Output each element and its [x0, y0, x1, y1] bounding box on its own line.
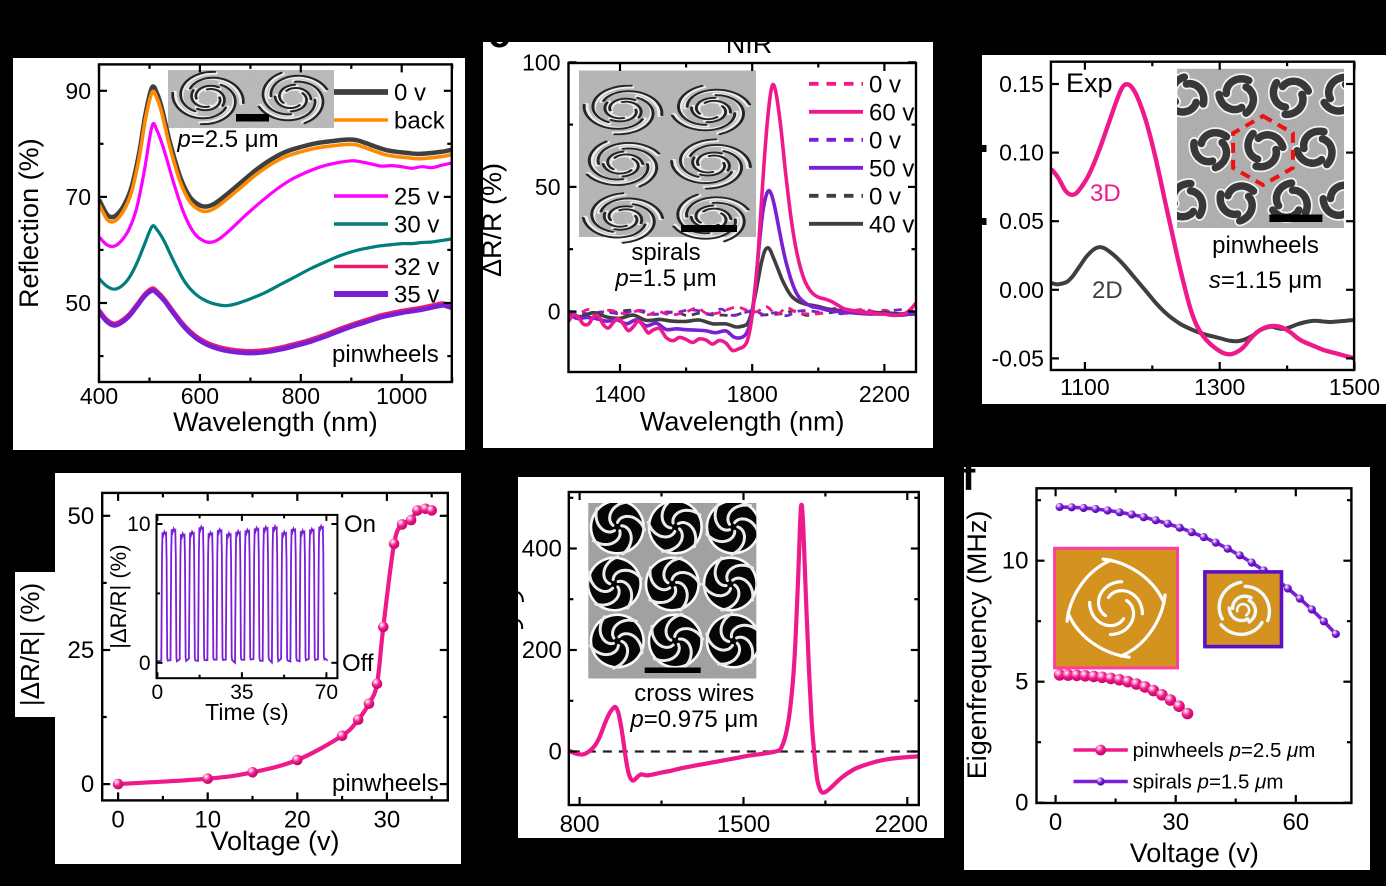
svg-text:p=0.975 μm: p=0.975 μm — [629, 706, 758, 733]
svg-text:back: back — [394, 108, 446, 135]
svg-text:0.10: 0.10 — [999, 140, 1044, 166]
svg-text:50 v: 50 v — [869, 155, 914, 182]
svg-text:0: 0 — [1049, 809, 1062, 836]
svg-text:3D: 3D — [1090, 180, 1121, 207]
svg-text:30 v: 30 v — [394, 212, 439, 239]
svg-text:1500: 1500 — [716, 811, 769, 838]
svg-text:spirals: spirals — [631, 239, 700, 266]
svg-text:600: 600 — [181, 383, 219, 409]
svg-text:10: 10 — [194, 806, 221, 833]
svg-text:25 v: 25 v — [394, 184, 439, 211]
svg-text:|ΔR/R| (%): |ΔR/R| (%) — [15, 583, 45, 706]
svg-text:0: 0 — [1015, 790, 1028, 817]
svg-text:10: 10 — [1002, 548, 1029, 575]
svg-text:pinwheels: pinwheels — [1212, 232, 1319, 259]
svg-text:0: 0 — [139, 652, 151, 675]
svg-text:|ΔR/R| (%): |ΔR/R| (%) — [106, 544, 131, 648]
svg-text:1300: 1300 — [1194, 374, 1245, 400]
svg-text:0: 0 — [81, 771, 94, 798]
svg-text:Exp: Exp — [1066, 68, 1113, 98]
svg-text:35 v: 35 v — [394, 282, 439, 309]
svg-text:c: c — [488, 42, 510, 56]
svg-text:pinwheels p=2.5 μm: pinwheels p=2.5 μm — [1133, 739, 1316, 762]
svg-text:10: 10 — [127, 513, 150, 536]
svg-text:0: 0 — [548, 299, 561, 325]
svg-text:32 v: 32 v — [394, 254, 439, 281]
svg-text:30: 30 — [374, 806, 401, 833]
svg-text:50: 50 — [65, 290, 91, 316]
svg-text:800: 800 — [559, 811, 599, 838]
svg-text:p=2.5 μm: p=2.5 μm — [176, 126, 278, 153]
svg-text:0 v: 0 v — [394, 80, 426, 107]
svg-text:50: 50 — [67, 503, 94, 530]
svg-text:25: 25 — [67, 637, 94, 664]
svg-text:Time (s): Time (s) — [205, 699, 288, 725]
svg-text:800: 800 — [282, 383, 320, 409]
svg-text:70: 70 — [65, 184, 91, 210]
svg-text:cross wires: cross wires — [634, 680, 754, 707]
svg-text:1100: 1100 — [1060, 374, 1109, 400]
svg-text:Off: Off — [342, 650, 374, 677]
svg-text:400: 400 — [521, 536, 561, 563]
svg-text:60 v: 60 v — [869, 99, 914, 126]
svg-text:f: f — [964, 467, 976, 499]
svg-text:p=1.5 μm: p=1.5 μm — [614, 265, 716, 292]
svg-text:pinwheels: pinwheels — [332, 770, 439, 797]
svg-text:-0.05: -0.05 — [991, 345, 1043, 371]
svg-text:Wavelength (nm): Wavelength (nm) — [640, 407, 845, 437]
svg-text:0 v: 0 v — [869, 183, 901, 210]
svg-text:NIR: NIR — [726, 42, 773, 59]
svg-text:Eigenfrequency (MHz): Eigenfrequency (MHz) — [964, 511, 992, 780]
svg-text:1500: 1500 — [1329, 374, 1380, 400]
svg-text:35: 35 — [230, 681, 253, 704]
svg-text:Voltage (v): Voltage (v) — [210, 826, 339, 856]
svg-text:0.15: 0.15 — [999, 71, 1044, 97]
svg-text:pinwheels: pinwheels — [332, 341, 439, 368]
svg-text:0: 0 — [548, 739, 561, 766]
svg-text:ΔR/R (%): ΔR/R (%) — [483, 163, 507, 277]
svg-text:50: 50 — [535, 174, 561, 200]
svg-text:0: 0 — [111, 806, 124, 833]
svg-text:30: 30 — [1162, 809, 1189, 836]
svg-text:Voltage (v): Voltage (v) — [1130, 838, 1259, 868]
svg-text:90: 90 — [65, 78, 91, 104]
svg-text:200: 200 — [521, 637, 561, 664]
svg-text:s=1.15 μm: s=1.15 μm — [1209, 267, 1322, 294]
svg-text:2200: 2200 — [874, 811, 927, 838]
svg-text:20: 20 — [284, 806, 311, 833]
svg-text:1400: 1400 — [594, 381, 645, 407]
svg-text:spirals p=1.5 μm: spirals p=1.5 μm — [1133, 771, 1284, 794]
svg-text:70: 70 — [315, 681, 338, 704]
svg-text:100: 100 — [522, 49, 560, 75]
svg-text:On: On — [344, 511, 376, 538]
svg-text:2D: 2D — [1092, 277, 1123, 304]
svg-text:Wavelength (nm): Wavelength (nm) — [173, 407, 378, 437]
svg-text:40 v: 40 v — [869, 211, 914, 238]
svg-text:1000: 1000 — [376, 383, 427, 409]
svg-text:2200: 2200 — [859, 381, 910, 407]
svg-text:0 v: 0 v — [869, 127, 901, 154]
svg-text:0.05: 0.05 — [999, 208, 1044, 234]
svg-text:Reflection (%): Reflection (%) — [14, 138, 44, 308]
svg-text:60: 60 — [1282, 809, 1309, 836]
svg-text:0: 0 — [152, 681, 164, 704]
svg-text:0.00: 0.00 — [999, 277, 1044, 303]
svg-text:5: 5 — [1015, 669, 1028, 696]
svg-text:1800: 1800 — [727, 381, 778, 407]
svg-text:400: 400 — [80, 383, 118, 409]
svg-text:0 v: 0 v — [869, 71, 901, 98]
